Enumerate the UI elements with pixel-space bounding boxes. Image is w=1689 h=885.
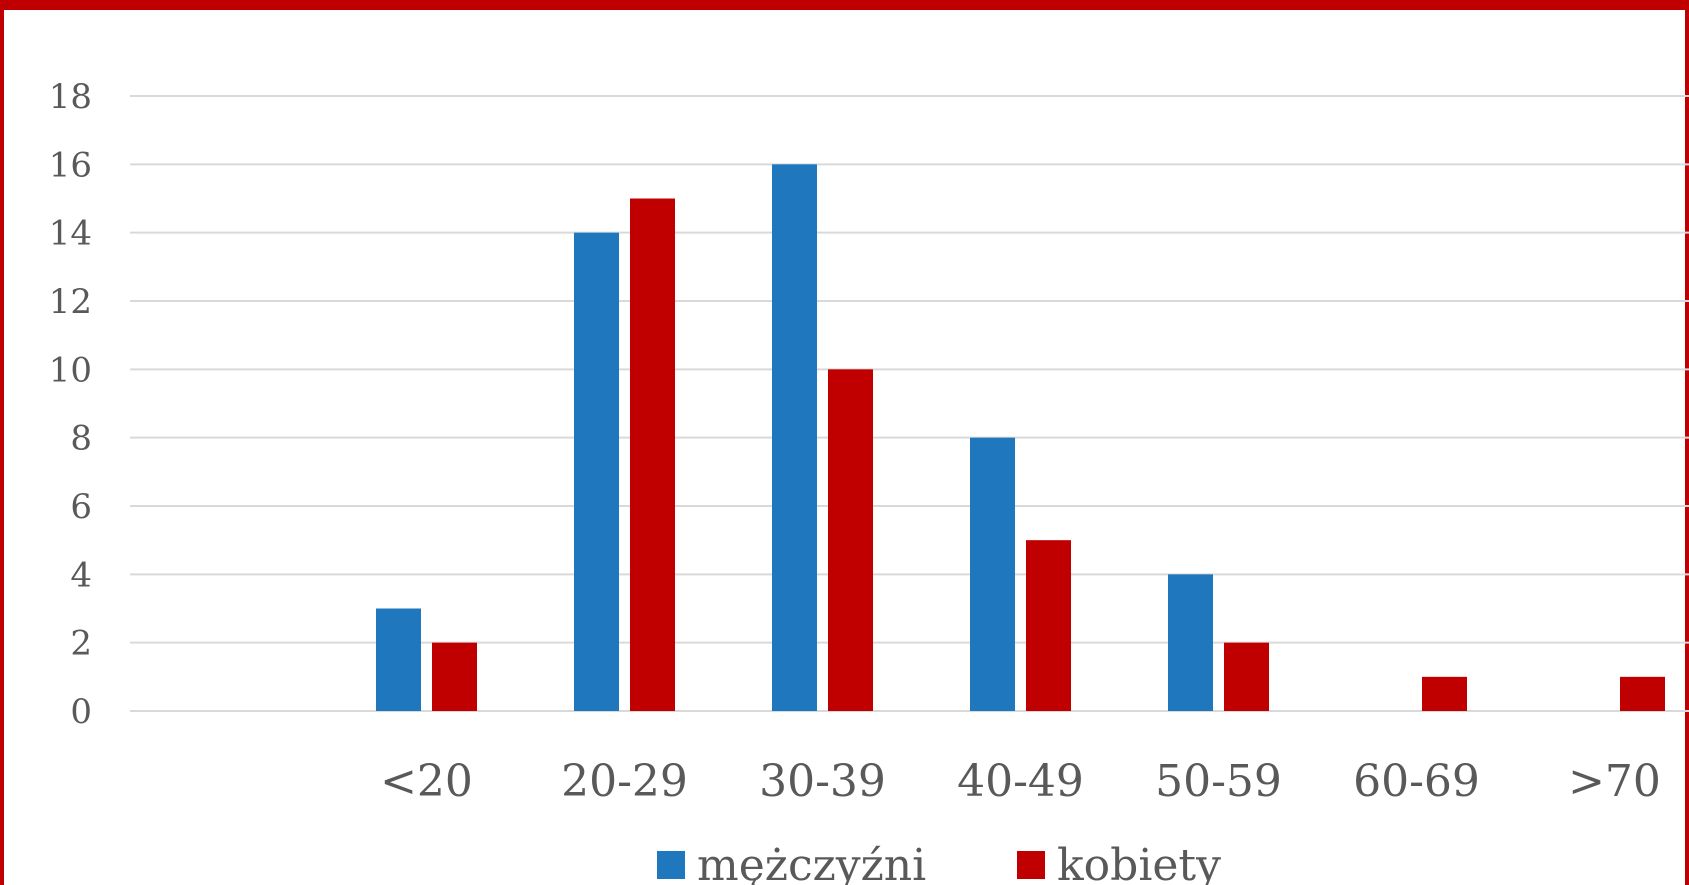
bar-series1 xyxy=(1168,574,1213,711)
legend-label: kobiety xyxy=(1057,840,1221,885)
bar-series2 xyxy=(1620,676,1665,711)
bar-series2 xyxy=(828,369,873,711)
legend-swatch xyxy=(657,851,685,879)
y-tick-label: 4 xyxy=(70,555,92,595)
y-tick-label: 18 xyxy=(49,77,92,117)
bar-series1 xyxy=(574,232,619,711)
bar-series1 xyxy=(970,437,1015,711)
y-tick-label: 0 xyxy=(70,692,92,732)
x-tick-label: 50-59 xyxy=(1155,756,1282,807)
legend-label: mężczyźni xyxy=(697,840,926,885)
bar-series2 xyxy=(630,198,675,711)
x-axis-labels: <20 20-29 30-39 40-49 50-59 60-69 >70 xyxy=(380,756,1661,807)
y-axis-ticks: 0 2 4 6 8 10 12 14 16 18 xyxy=(49,77,92,732)
y-tick-label: 12 xyxy=(49,282,92,322)
x-tick-label: 20-29 xyxy=(561,756,688,807)
x-tick-label: >70 xyxy=(1568,756,1661,807)
bar-series1 xyxy=(772,164,817,712)
x-tick-label: <20 xyxy=(380,756,473,807)
gridlines xyxy=(130,95,1689,712)
y-tick-label: 8 xyxy=(70,419,92,459)
bar-series2 xyxy=(1422,676,1467,711)
y-tick-label: 2 xyxy=(70,624,92,664)
x-tick-label: 40-49 xyxy=(957,756,1084,807)
y-tick-label: 16 xyxy=(49,145,92,185)
y-tick-label: 10 xyxy=(49,350,92,390)
bar-series1 xyxy=(376,608,421,711)
x-tick-label: 30-39 xyxy=(759,756,886,807)
bar-series2 xyxy=(1026,540,1071,711)
bars xyxy=(376,164,1665,712)
bar-series2 xyxy=(432,642,477,711)
y-tick-label: 6 xyxy=(70,487,92,527)
x-tick-label: 60-69 xyxy=(1353,756,1480,807)
legend: mężczyźni kobiety xyxy=(657,840,1221,885)
y-tick-label: 14 xyxy=(49,214,92,254)
bar-series2 xyxy=(1224,642,1269,711)
legend-swatch xyxy=(1017,851,1045,879)
